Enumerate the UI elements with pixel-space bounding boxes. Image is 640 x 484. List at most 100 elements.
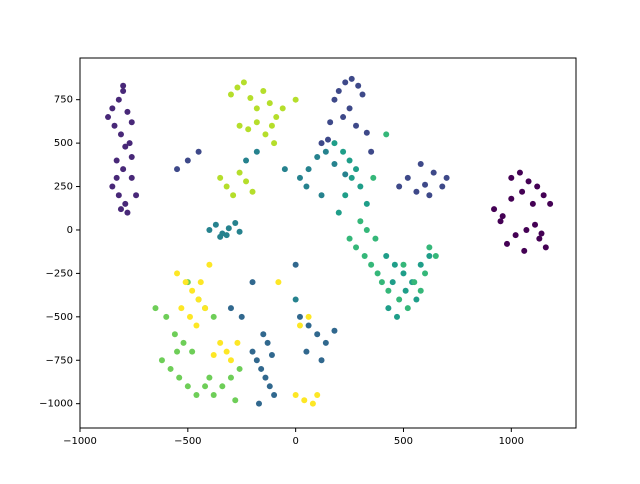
point bbox=[271, 391, 278, 398]
point bbox=[318, 140, 325, 147]
point bbox=[245, 126, 252, 133]
point bbox=[346, 105, 353, 112]
point bbox=[348, 75, 355, 82]
point bbox=[115, 192, 122, 199]
point bbox=[236, 228, 243, 235]
point bbox=[368, 261, 375, 268]
point bbox=[512, 232, 519, 239]
x-tick-label: 1000 bbox=[499, 436, 524, 447]
point bbox=[426, 253, 433, 260]
point bbox=[236, 169, 243, 176]
point bbox=[348, 174, 355, 181]
point bbox=[359, 91, 366, 98]
point bbox=[331, 160, 338, 167]
point bbox=[305, 313, 312, 320]
point bbox=[497, 218, 504, 225]
point bbox=[266, 383, 273, 390]
point bbox=[212, 221, 219, 228]
point bbox=[206, 261, 213, 268]
point bbox=[296, 174, 303, 181]
x-tick-label: −1000 bbox=[63, 436, 97, 447]
point bbox=[126, 140, 133, 147]
point bbox=[217, 339, 224, 346]
point bbox=[508, 174, 515, 181]
point bbox=[318, 192, 325, 199]
point bbox=[385, 305, 392, 312]
point bbox=[113, 174, 120, 181]
point bbox=[422, 270, 429, 277]
point bbox=[353, 244, 360, 251]
point bbox=[223, 348, 230, 355]
point bbox=[260, 331, 267, 338]
point bbox=[225, 225, 232, 232]
point bbox=[195, 148, 202, 155]
point bbox=[193, 322, 200, 329]
point bbox=[111, 122, 118, 129]
point bbox=[325, 136, 331, 143]
point bbox=[370, 174, 377, 181]
point bbox=[227, 91, 234, 98]
point bbox=[363, 200, 370, 207]
point bbox=[404, 305, 411, 312]
point bbox=[400, 270, 407, 277]
point bbox=[178, 305, 185, 312]
point bbox=[292, 391, 299, 398]
point bbox=[180, 339, 187, 346]
point bbox=[547, 200, 554, 207]
point bbox=[378, 279, 385, 286]
point bbox=[223, 232, 230, 239]
point bbox=[540, 192, 547, 199]
point bbox=[394, 313, 401, 320]
point bbox=[163, 313, 170, 320]
point bbox=[128, 119, 135, 126]
point bbox=[227, 374, 234, 381]
point bbox=[503, 240, 510, 247]
y-tick-label: 500 bbox=[54, 138, 73, 149]
point bbox=[292, 96, 299, 103]
point bbox=[305, 166, 312, 173]
point bbox=[174, 348, 181, 355]
point bbox=[391, 261, 398, 268]
point bbox=[253, 357, 260, 364]
point bbox=[174, 166, 181, 173]
point bbox=[346, 157, 353, 164]
point bbox=[113, 157, 120, 164]
point bbox=[422, 181, 429, 188]
point bbox=[120, 88, 127, 95]
y-tick-label: −1000 bbox=[39, 399, 73, 410]
point bbox=[210, 352, 217, 359]
point bbox=[238, 313, 245, 320]
point bbox=[413, 296, 420, 303]
point bbox=[253, 119, 260, 126]
point bbox=[363, 226, 370, 233]
point bbox=[243, 178, 250, 185]
point bbox=[232, 397, 239, 404]
point bbox=[124, 108, 131, 115]
point bbox=[262, 131, 269, 138]
point bbox=[363, 129, 370, 136]
point bbox=[176, 374, 183, 381]
point bbox=[227, 305, 234, 312]
point bbox=[305, 322, 312, 329]
point bbox=[542, 244, 549, 251]
point bbox=[247, 94, 254, 101]
point bbox=[331, 140, 338, 147]
point bbox=[413, 188, 420, 195]
point bbox=[202, 383, 209, 390]
point bbox=[404, 174, 411, 181]
point bbox=[217, 174, 224, 181]
point bbox=[318, 357, 325, 364]
point bbox=[262, 374, 269, 381]
point bbox=[236, 122, 243, 129]
point bbox=[322, 339, 329, 346]
point bbox=[109, 183, 116, 190]
point bbox=[217, 233, 224, 240]
point bbox=[396, 296, 403, 303]
point bbox=[525, 178, 532, 185]
point bbox=[396, 183, 403, 190]
point bbox=[210, 391, 217, 398]
point bbox=[232, 220, 239, 227]
point bbox=[230, 192, 237, 199]
y-tick-label: −250 bbox=[46, 268, 73, 279]
point bbox=[255, 400, 262, 407]
